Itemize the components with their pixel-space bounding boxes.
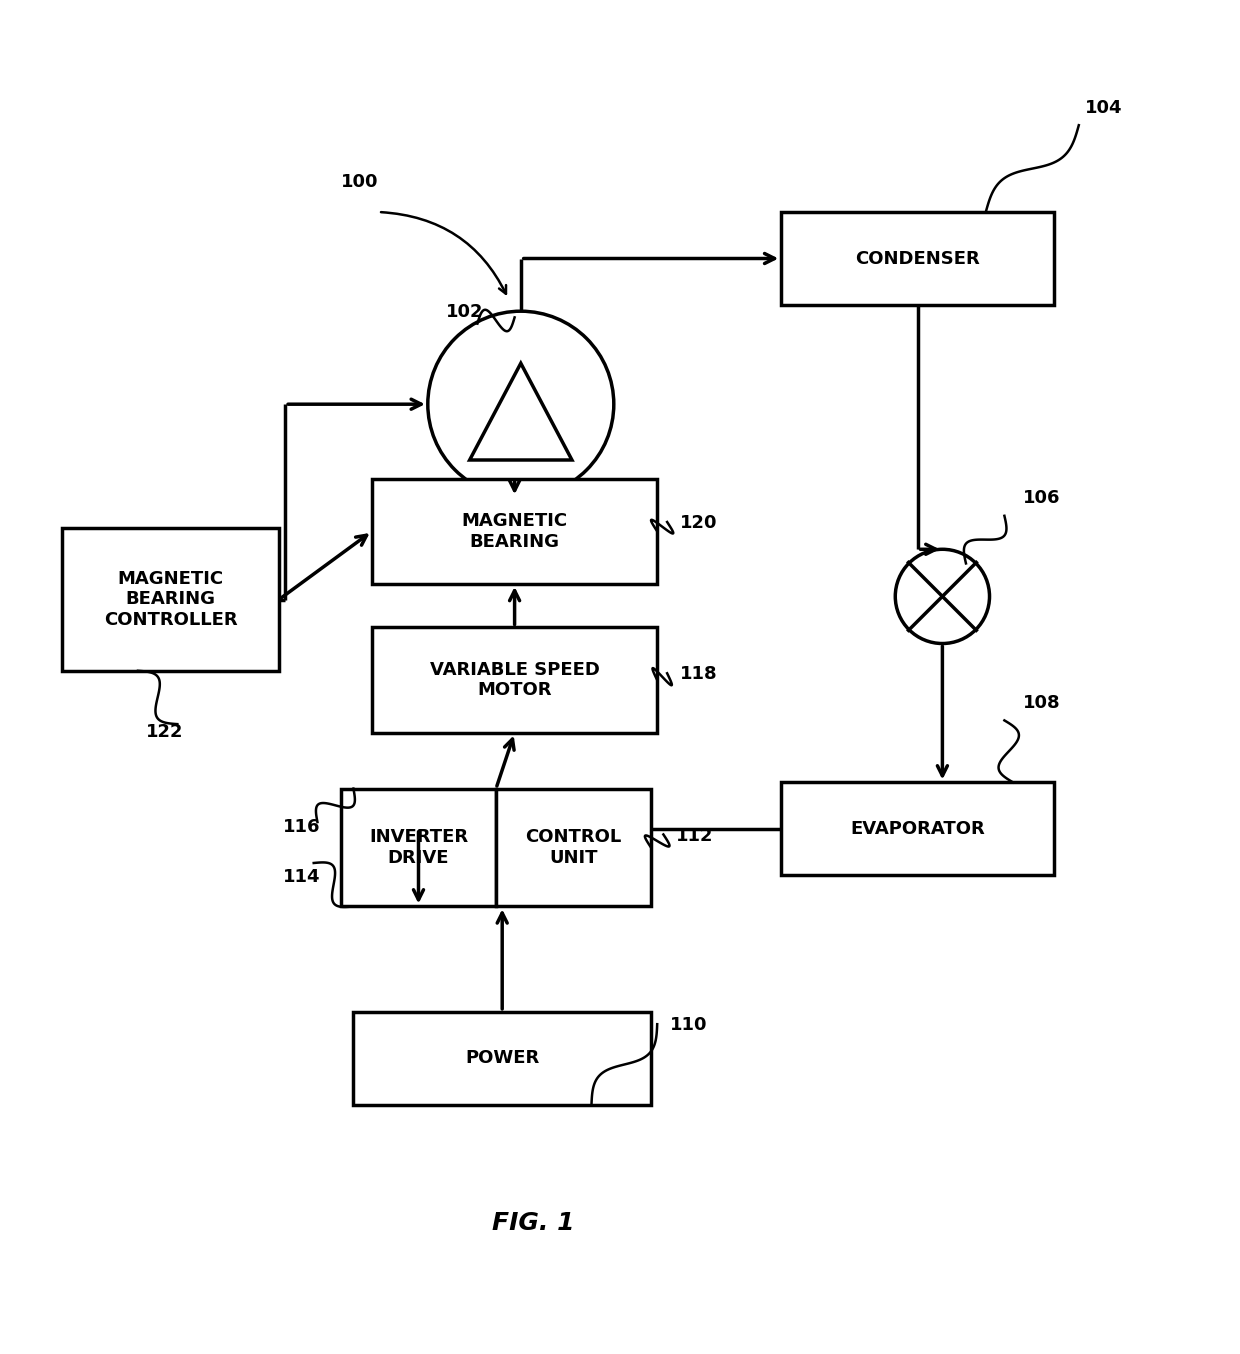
Text: FIG. 1: FIG. 1	[492, 1210, 574, 1235]
FancyBboxPatch shape	[496, 788, 651, 906]
Text: MAGNETIC
BEARING
CONTROLLER: MAGNETIC BEARING CONTROLLER	[104, 570, 237, 630]
Text: 110: 110	[670, 1017, 707, 1034]
Text: VARIABLE SPEED
MOTOR: VARIABLE SPEED MOTOR	[430, 661, 599, 700]
Text: 116: 116	[283, 818, 320, 835]
Text: MAGNETIC
BEARING: MAGNETIC BEARING	[461, 512, 568, 551]
FancyBboxPatch shape	[781, 783, 1054, 876]
Text: CONDENSER: CONDENSER	[856, 249, 980, 268]
Text: 100: 100	[341, 173, 378, 191]
Text: 112: 112	[676, 827, 713, 845]
Text: 122: 122	[146, 723, 184, 741]
FancyBboxPatch shape	[372, 478, 657, 584]
Text: 102: 102	[446, 303, 484, 321]
Text: INVERTER
DRIVE: INVERTER DRIVE	[370, 829, 467, 867]
FancyBboxPatch shape	[62, 528, 279, 670]
FancyBboxPatch shape	[781, 213, 1054, 305]
Text: 104: 104	[1085, 99, 1122, 116]
Text: 106: 106	[1023, 489, 1060, 508]
FancyBboxPatch shape	[341, 788, 496, 906]
Text: 118: 118	[680, 665, 717, 684]
Text: 108: 108	[1023, 695, 1060, 712]
Text: CONTROL
UNIT: CONTROL UNIT	[526, 829, 621, 867]
FancyBboxPatch shape	[372, 627, 657, 733]
Text: 114: 114	[283, 868, 320, 886]
Text: 120: 120	[680, 515, 717, 532]
FancyBboxPatch shape	[353, 1011, 651, 1105]
Text: POWER: POWER	[465, 1049, 539, 1067]
Text: EVAPORATOR: EVAPORATOR	[851, 821, 985, 838]
